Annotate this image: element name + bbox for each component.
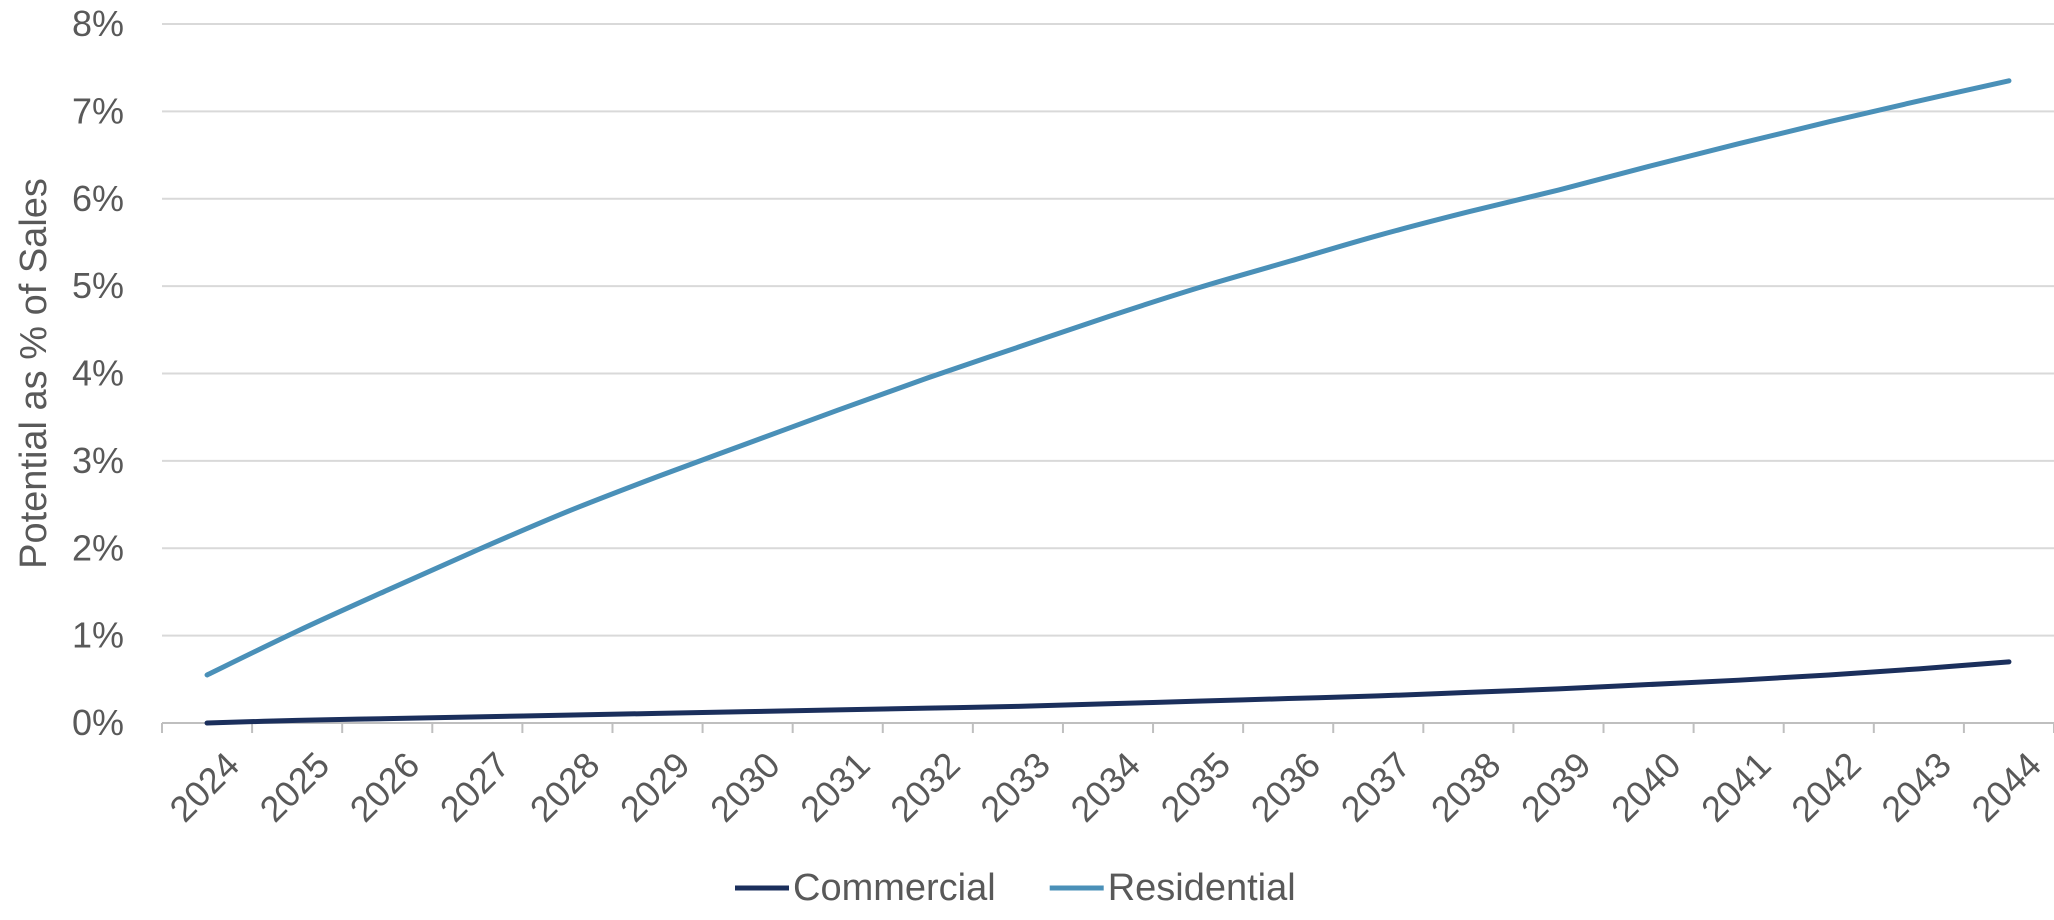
legend-label-residential: Residential (1108, 867, 1296, 909)
series-lines (204, 78, 2012, 726)
x-tick-label: 2038 (1423, 744, 1509, 830)
y-tick-label: 5% (72, 265, 124, 306)
x-tick-label: 2032 (882, 744, 968, 830)
x-tick-label: 2027 (432, 744, 518, 830)
y-tick-label: 6% (72, 178, 124, 219)
x-tick-label: 2031 (792, 744, 878, 830)
legend: Commercial Residential (735, 867, 1296, 909)
x-tick-label: 2035 (1153, 744, 1239, 830)
y-tick-label: 4% (72, 353, 124, 394)
y-axis-ticks: 0% 1% 2% 3% 4% 5% 6% 7% 8% (72, 3, 124, 743)
x-tick-label: 2037 (1333, 744, 1419, 830)
y-tick-label: 2% (72, 527, 124, 568)
x-tick-label: 2044 (1963, 744, 2049, 830)
x-tick-label: 2039 (1513, 744, 1599, 830)
y-tick-label: 3% (72, 440, 124, 481)
x-tick-label: 2041 (1693, 744, 1779, 830)
y-tick-label: 7% (72, 90, 124, 131)
x-tick-label: 2033 (972, 744, 1058, 830)
x-tick-label: 2034 (1062, 744, 1148, 830)
x-tick-label: 2030 (702, 744, 788, 830)
y-tick-label: 8% (72, 3, 124, 44)
x-tick-label: 2028 (522, 744, 608, 830)
x-axis-ticks: 2024 2025 2026 2027 2028 2029 2030 2031 2032 2033… (161, 723, 2054, 830)
series-line-residential (204, 78, 2012, 678)
series-line-commercial (204, 659, 2012, 726)
x-tick-label: 2024 (161, 744, 247, 830)
x-tick-label: 2026 (342, 744, 428, 830)
x-tick-label: 2025 (252, 744, 338, 830)
x-tick-label: 2043 (1873, 744, 1959, 830)
y-tick-label: 0% (72, 702, 124, 743)
x-tick-label: 2040 (1603, 744, 1689, 830)
y-axis-title: Potential as % of Sales (13, 178, 55, 569)
gridlines (162, 23, 2054, 724)
legend-label-commercial: Commercial (793, 867, 996, 909)
x-tick-label: 2042 (1783, 744, 1869, 830)
y-tick-label: 1% (72, 615, 124, 656)
x-tick-label: 2029 (612, 744, 698, 830)
x-tick-label: 2036 (1243, 744, 1329, 830)
